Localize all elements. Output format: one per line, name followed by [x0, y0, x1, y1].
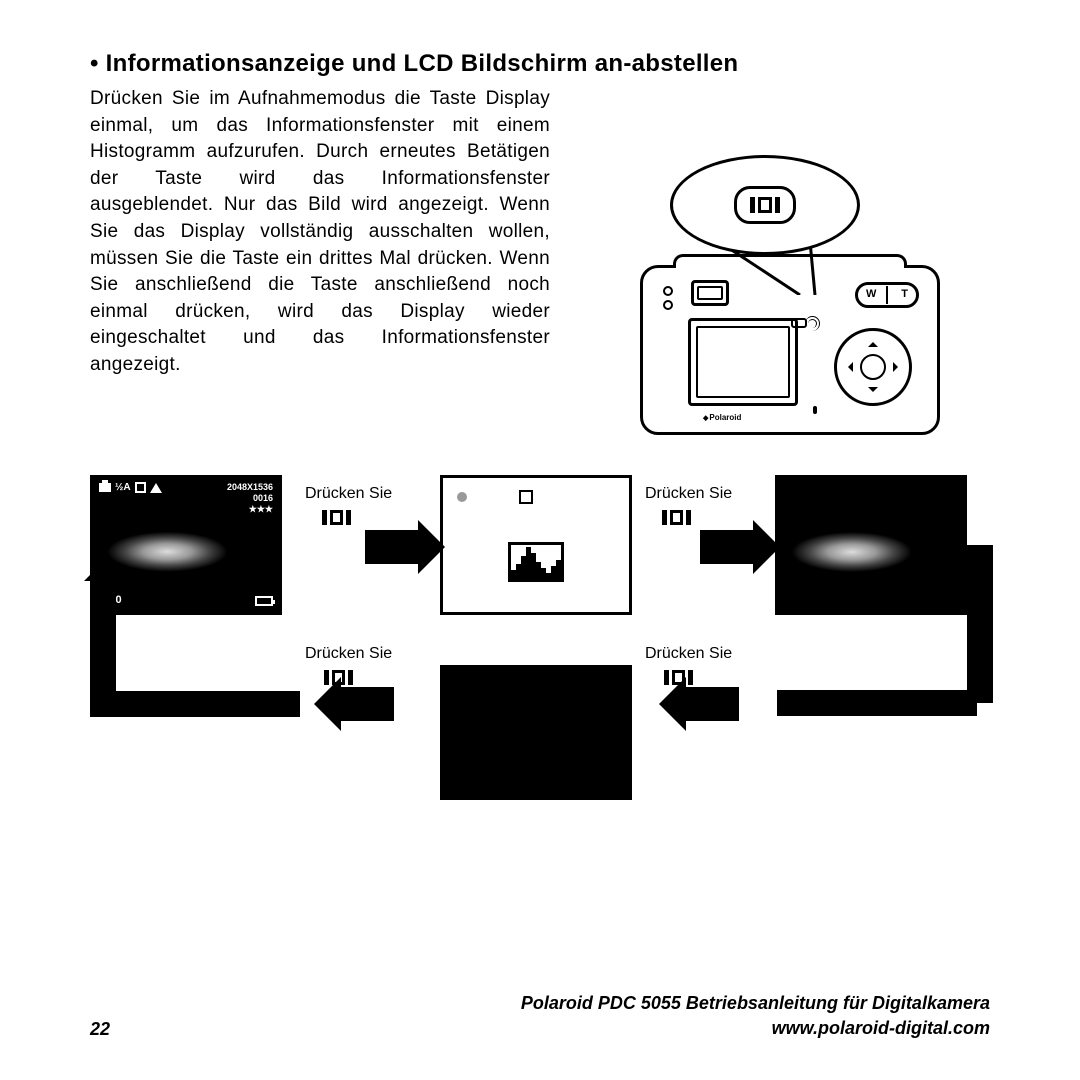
footer-title: Polaroid PDC 5055 Betriebsanleitung für …	[521, 991, 990, 1015]
press-label: Drücken Sie	[645, 485, 732, 503]
connector-line	[90, 585, 116, 705]
display-button-icon	[655, 510, 697, 525]
histogram-icon	[508, 542, 564, 582]
overlay-top-right: 2048X1536 0016 ★★★	[227, 482, 273, 514]
brand-label: Polaroid	[703, 413, 741, 422]
display-button-icon	[734, 186, 796, 224]
arrow-left-icon	[685, 687, 739, 721]
press-label: Drücken Sie	[305, 485, 392, 503]
press-label: Drücken Sie	[645, 645, 732, 663]
state-display-off	[440, 665, 632, 800]
arrow-right-icon	[365, 530, 419, 564]
arrow-left-icon	[340, 687, 394, 721]
page-number: 22	[90, 1019, 110, 1040]
led-icon	[663, 286, 673, 296]
display-button-icon	[315, 510, 357, 525]
state-info-on: ½A 2048X1536 0016 ★★★ X1.0	[90, 475, 282, 615]
dpad-icon	[834, 328, 912, 406]
connector-line	[90, 691, 300, 717]
speaker-icon	[808, 316, 822, 330]
page-footer: 22 Polaroid PDC 5055 Betriebsanleitung f…	[90, 991, 990, 1040]
display-button-icon	[657, 670, 699, 685]
battery-icon	[255, 596, 273, 606]
footer-url: www.polaroid-digital.com	[521, 1016, 990, 1040]
usb-icon	[813, 406, 817, 414]
section-heading: • Informationsanzeige und LCD Bildschirm…	[90, 50, 990, 78]
press-label: Drücken Sie	[305, 645, 392, 663]
display-button-icon	[317, 670, 359, 685]
led-icon	[663, 300, 673, 310]
indicator-dot	[457, 492, 467, 502]
arrow-up-icon	[84, 561, 124, 581]
arrow-right-icon	[700, 530, 754, 564]
camera-icon	[99, 483, 111, 492]
mode-icon	[519, 490, 533, 504]
lcd-screen	[688, 318, 798, 406]
flash-label: ½A	[115, 482, 131, 493]
overlay-top-left: ½A	[99, 482, 162, 493]
camera-diagram: Polaroid	[640, 155, 950, 435]
connector-line	[967, 545, 993, 703]
mountain-icon	[150, 483, 162, 493]
state-histogram	[440, 475, 632, 615]
callout-display-button	[670, 155, 860, 255]
connector-line	[777, 690, 977, 716]
mode-icon	[135, 482, 146, 493]
state-image-only	[775, 475, 967, 615]
flow-diagram: ½A 2048X1536 0016 ★★★ X1.0 Drücken Sie D…	[90, 465, 990, 795]
body-text: Drücken Sie im Aufnahmemodus die Taste D…	[90, 86, 550, 379]
